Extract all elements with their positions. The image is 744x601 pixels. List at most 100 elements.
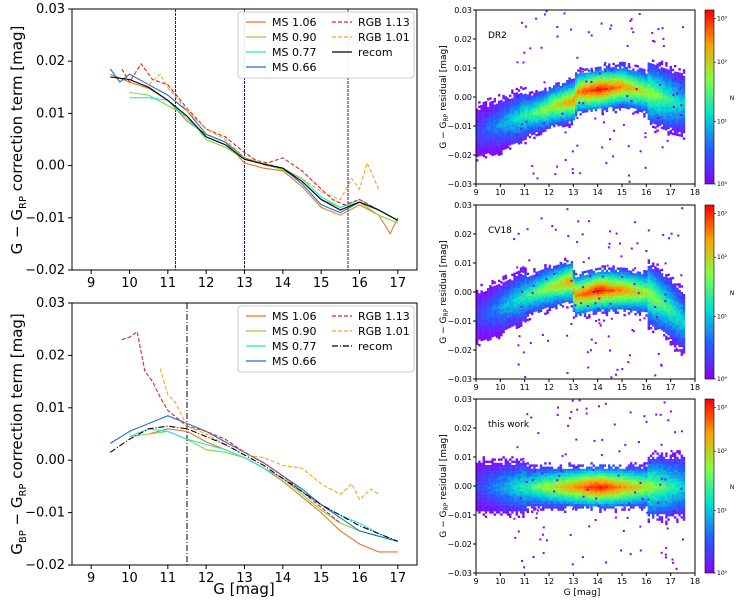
heatmap-x-axis-label: G [mag] [564, 588, 601, 598]
y-tick-label: −0.01 [25, 211, 65, 226]
colorbar [704, 204, 715, 380]
series-line-recom [110, 76, 399, 221]
x-tick-label: 16 [641, 188, 651, 197]
y-tick-label: 0.02 [36, 348, 65, 363]
heatmap-panel-dr2: 9 10 11 12 13 14 15 16 17 18 −0.03 −0.02 −0.01 0.00 0.… [439, 6, 734, 197]
y-tick-label: 0.03 [36, 2, 65, 17]
colorbar-tick-label: 10³ [717, 16, 728, 23]
y-tick-label: −0.03 [447, 180, 472, 189]
x-tick-label: 11 [160, 571, 177, 586]
colorbar-tick-label: 10³ [717, 405, 728, 412]
y-tick-label: 0.02 [454, 424, 472, 433]
x-axis-label: G [mag] [213, 580, 274, 598]
colorbar-tick-label: 10³ [717, 211, 728, 218]
x-tick-label: 12 [198, 276, 215, 291]
series-line-ms-0-77 [129, 428, 399, 542]
x-tick-label: 15 [313, 276, 330, 291]
y-tick-label: 0.00 [36, 159, 65, 174]
colorbar-tick-label: 10² [717, 448, 728, 455]
colorbar-tick-label: 10⁰ [717, 376, 728, 383]
x-tick-label: 18 [690, 188, 700, 197]
colorbar-tick-label: 10¹ [717, 118, 728, 125]
y-tick-label: 0.03 [454, 201, 472, 210]
series-line-ms-1-06 [148, 428, 398, 553]
series-lines [109, 62, 399, 235]
x-tick-label: 18 [690, 577, 700, 586]
x-tick-label: 16 [641, 577, 651, 586]
x-tick-label: 10 [495, 383, 505, 392]
legend-label: RGB 1.13 [358, 16, 410, 29]
x-tick-label: 9 [87, 276, 95, 291]
x-tick-label: 17 [390, 276, 407, 291]
y-axis-label: G − GRP residual [mag] [439, 45, 450, 148]
legend-label: MS 0.66 [272, 61, 316, 74]
colorbar [704, 9, 715, 185]
legend-label: MS 0.90 [272, 325, 316, 338]
colorbar-tick-label: 10¹ [717, 313, 728, 320]
legend-box [237, 11, 415, 79]
legend-label: MS 1.06 [272, 16, 316, 29]
legend-label: recom [358, 46, 393, 59]
y-axis-label: G − GRP correction term [mag] [8, 26, 29, 255]
legend: MS 1.06 MS 0.90 MS 0.77 MS 0.66 RGB 1.13 RGB … [237, 305, 415, 373]
y-tick-label: 0.01 [454, 259, 472, 268]
y-axis-label: G − GRP residual [mag] [439, 434, 450, 537]
y-tick-label: −0.01 [447, 122, 472, 131]
y-tick-label: 0.03 [454, 6, 472, 15]
colorbar-tick-label: 10² [717, 59, 728, 66]
legend-label: MS 0.90 [272, 31, 316, 44]
x-tick-label: 9 [87, 571, 95, 586]
legend-label: RGB 1.01 [358, 31, 410, 44]
x-tick-label: 12 [544, 383, 554, 392]
density-cells [476, 10, 686, 183]
legend-label: MS 0.66 [272, 355, 316, 368]
vertical-markers [175, 9, 349, 270]
x-tick-label: 16 [641, 383, 651, 392]
series-line-rgb-1-13 [121, 330, 341, 524]
colorbar-tick-label: 10¹ [717, 507, 728, 514]
colorbar-label: N [730, 484, 735, 491]
x-tick-label: 10 [121, 571, 138, 586]
x-tick-label: 14 [275, 276, 292, 291]
x-tick-label: 11 [520, 577, 530, 586]
x-tick-label: 10 [495, 188, 505, 197]
series-line-recom [109, 425, 399, 542]
y-tick-label: −0.03 [447, 375, 472, 384]
x-tick-label: 12 [544, 188, 554, 197]
x-tick-label: 9 [473, 383, 478, 392]
panel-label: this work [488, 420, 530, 430]
series-line-rgb-1-13 [121, 62, 379, 211]
x-tick-label: 14 [593, 577, 603, 586]
x-tick-label: 15 [313, 571, 330, 586]
y-tick-label: −0.03 [447, 569, 472, 578]
x-tick-label: 15 [617, 188, 627, 197]
x-tick-label: 10 [495, 577, 505, 586]
y-tick-label: −0.01 [447, 317, 472, 326]
x-ticks: 9 10 11 12 13 14 15 16 17 [87, 270, 406, 291]
panel-label: DR2 [488, 31, 507, 41]
legend-label: recom [358, 340, 393, 353]
y-tick-label: −0.02 [447, 346, 472, 355]
x-tick-label: 12 [544, 577, 554, 586]
legend-label: MS 0.77 [272, 46, 316, 59]
x-tick-label: 17 [666, 577, 676, 586]
colorbar-tick-label: 10⁰ [717, 570, 728, 577]
x-tick-label: 11 [160, 276, 177, 291]
x-tick-label: 18 [690, 383, 700, 392]
panel-label: CV18 [488, 226, 512, 236]
x-tick-label: 9 [473, 577, 478, 586]
x-tick-label: 10 [121, 276, 138, 291]
x-tick-label: 13 [568, 577, 578, 586]
y-tick-label: −0.01 [447, 511, 472, 520]
y-tick-label: 0.02 [36, 54, 65, 69]
x-tick-label: 17 [666, 188, 676, 197]
x-tick-label: 11 [520, 383, 530, 392]
y-tick-label: −0.02 [25, 558, 65, 573]
legend-label: MS 1.06 [272, 310, 316, 323]
y-tick-label: −0.01 [25, 506, 65, 521]
series-line-ms-0-66 [110, 415, 398, 542]
y-tick-label: 0.00 [454, 288, 472, 297]
y-tick-label: 0.00 [454, 93, 472, 102]
density-cells [476, 399, 686, 570]
